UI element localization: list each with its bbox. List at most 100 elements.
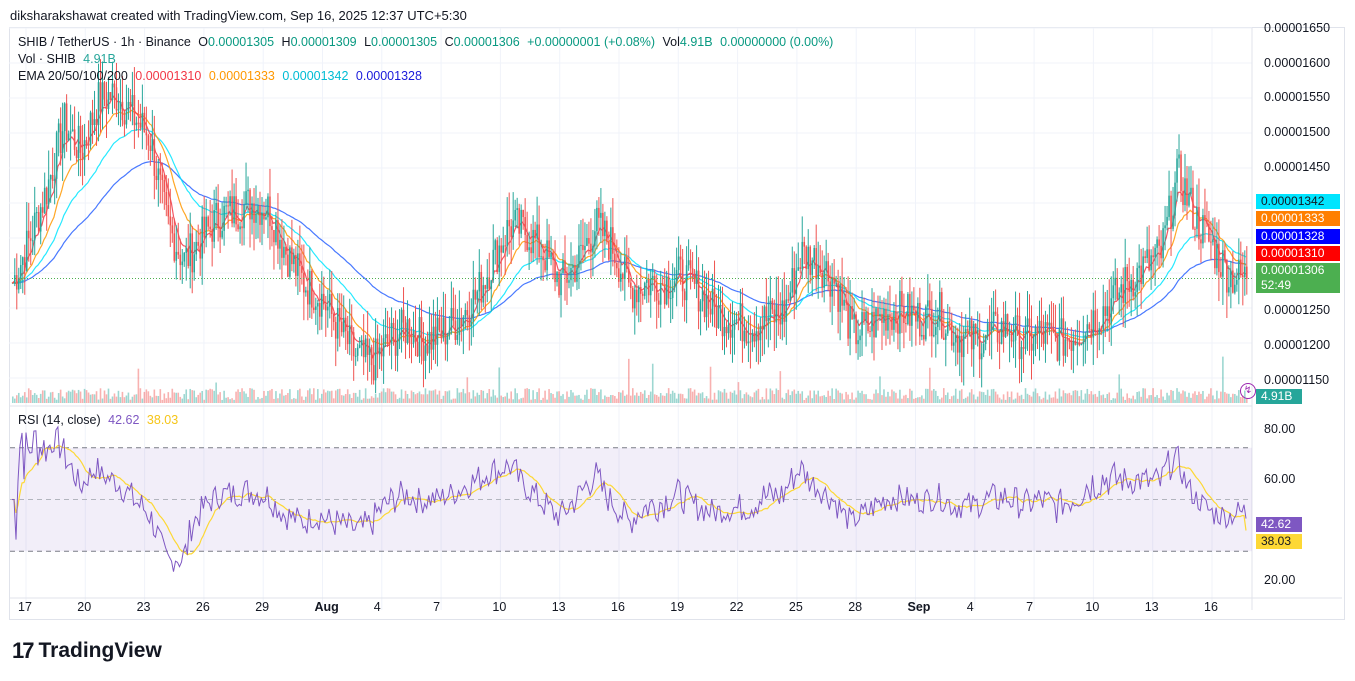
- symbol-label[interactable]: SHIB / TetherUS · 1h · Binance: [18, 35, 191, 49]
- volume-bar: [303, 399, 305, 403]
- volume-bar: [976, 396, 979, 403]
- volume-bar: [434, 389, 437, 403]
- candle-body: [919, 302, 921, 337]
- candle-body: [899, 291, 901, 334]
- volume-bar: [984, 394, 987, 403]
- candle-body: [69, 131, 72, 134]
- volume-bar: [231, 398, 233, 403]
- volume-bar: [1160, 389, 1162, 403]
- candle-body: [1180, 154, 1182, 191]
- volume-bar: [1082, 399, 1085, 403]
- volume-bar: [944, 395, 947, 403]
- candle-body: [470, 322, 473, 327]
- candle-body: [255, 213, 257, 223]
- candle-body: [630, 282, 632, 288]
- volume-bar: [765, 388, 768, 403]
- volume-bar: [893, 391, 895, 403]
- ema-label[interactable]: EMA 20/50/100/200: [18, 69, 128, 83]
- volume-bar: [13, 398, 16, 403]
- volume-bar: [602, 399, 604, 403]
- candle-body: [364, 338, 367, 358]
- candle-body: [141, 112, 144, 128]
- candle-body: [633, 289, 636, 309]
- volume-bar: [41, 390, 44, 403]
- volume-bar: [988, 395, 991, 403]
- candle-body: [458, 318, 461, 335]
- candle-body: [1076, 343, 1079, 345]
- time-axis-label: 7: [1026, 600, 1034, 614]
- volume-bar: [1226, 393, 1228, 403]
- vol-change: 0.00000000 (0.00%): [720, 35, 834, 49]
- volume-bar: [859, 392, 861, 403]
- volume-bar: [620, 392, 622, 403]
- candle-body: [635, 289, 638, 303]
- volume-bar: [933, 389, 935, 403]
- candle-body: [978, 330, 981, 360]
- candle-body: [576, 267, 578, 282]
- volume-bar: [556, 391, 558, 403]
- candle-body: [889, 314, 891, 318]
- volume-bar: [1008, 397, 1011, 403]
- volume-bar: [821, 395, 823, 403]
- volume-bar: [588, 398, 590, 403]
- candle-body: [687, 260, 690, 266]
- tradingview-logo[interactable]: 17 TradingView: [12, 638, 162, 664]
- volume-bar: [191, 390, 194, 403]
- volume-bar: [1104, 398, 1107, 403]
- volume-bar: [1052, 397, 1055, 403]
- candle-body: [500, 245, 503, 253]
- volume-bar: [410, 390, 413, 403]
- volume-bar: [396, 399, 399, 403]
- lightning-icon[interactable]: ↯: [1240, 383, 1256, 399]
- close-label: C: [444, 35, 454, 49]
- candle-body: [293, 254, 295, 265]
- volume-bar: [631, 388, 634, 403]
- time-axis-label: Aug: [314, 600, 339, 614]
- volume-bar: [1130, 398, 1132, 403]
- volume-bar: [1016, 392, 1019, 403]
- candle-body: [751, 332, 754, 342]
- volume-bar: [952, 395, 955, 403]
- candle-body: [1018, 315, 1021, 360]
- volume-bar: [482, 390, 485, 403]
- candle-body: [1092, 310, 1095, 338]
- candle-body: [516, 208, 518, 210]
- candle-body: [1186, 178, 1188, 206]
- candle-body: [1120, 284, 1123, 293]
- volume-bar: [1142, 388, 1144, 403]
- candle-body: [376, 338, 379, 355]
- volume-bar: [1058, 388, 1061, 403]
- candle-body: [253, 203, 255, 223]
- tradingview-logo-mark: 17: [12, 638, 35, 663]
- volume-bar: [542, 397, 544, 403]
- candle-body: [55, 132, 58, 179]
- candle-body: [1208, 223, 1210, 242]
- candle-body: [578, 245, 580, 268]
- volume-bar: [159, 389, 162, 403]
- volume-bar: [1054, 391, 1057, 403]
- volume-bar: [574, 395, 576, 403]
- candle-body: [1196, 206, 1198, 229]
- volume-bar: [572, 392, 574, 403]
- volume-bar: [584, 394, 586, 403]
- volume-bar: [149, 395, 152, 403]
- volume-bar: [275, 391, 277, 403]
- volume-bar: [817, 390, 819, 403]
- candle-body: [1172, 215, 1174, 229]
- candle-body: [424, 345, 427, 361]
- candle-body: [1194, 228, 1196, 230]
- candle-body: [372, 365, 375, 381]
- volume-series-label[interactable]: Vol · SHIB: [18, 52, 76, 66]
- volume-bar: [1144, 388, 1146, 403]
- rsi-label[interactable]: RSI (14, close): [18, 413, 101, 427]
- volume-bar: [245, 393, 247, 403]
- candle-body: [767, 317, 770, 322]
- volume-bar: [727, 398, 730, 403]
- volume-bar: [1158, 397, 1160, 403]
- candle-body: [1042, 331, 1045, 344]
- volume-bar: [478, 394, 481, 403]
- candle-body: [797, 267, 800, 271]
- candle-body: [173, 233, 176, 261]
- volume-bar: [1120, 388, 1123, 403]
